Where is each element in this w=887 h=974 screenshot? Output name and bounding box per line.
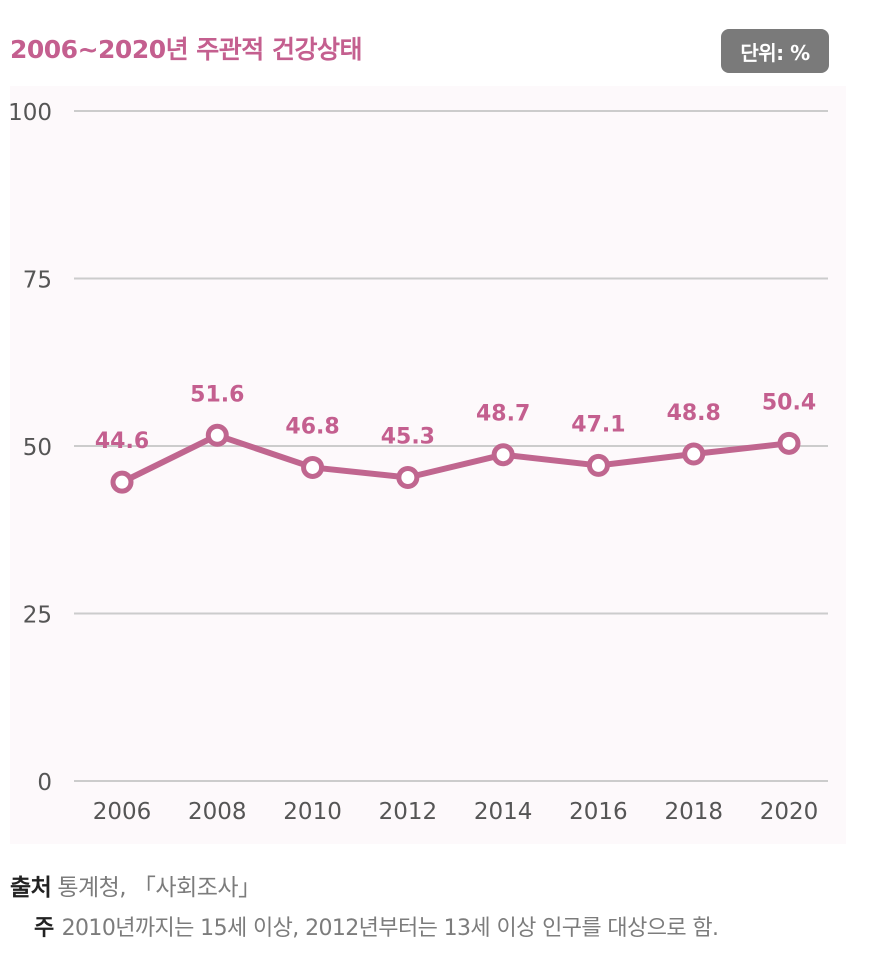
- x-tick-label: 2020: [760, 799, 819, 825]
- data-point: [682, 442, 706, 466]
- plot-area: [10, 86, 846, 844]
- data-label: 51.6: [190, 382, 244, 407]
- note-line: 주 2010년까지는 15세 이상, 2012년부터는 13세 이상 인구를 대상…: [34, 910, 719, 942]
- x-tick-label: 2010: [283, 799, 342, 825]
- data-label: 46.8: [285, 414, 339, 439]
- y-tick-label: 100: [8, 100, 52, 126]
- note-label: 주: [34, 916, 54, 941]
- note-text: 2010년까지는 15세 이상, 2012년부터는 13세 이상 인구를 대상으…: [61, 916, 719, 941]
- data-point: [301, 455, 325, 479]
- data-point: [205, 423, 229, 447]
- x-tick-label: 2016: [569, 799, 628, 825]
- data-point: [110, 470, 134, 494]
- data-label: 45.3: [381, 424, 435, 449]
- y-tick-label: 0: [37, 770, 52, 796]
- x-tick-label: 2012: [379, 799, 438, 825]
- data-point: [491, 443, 515, 467]
- x-tick-label: 2008: [188, 799, 247, 825]
- x-tick-label: 2018: [664, 799, 723, 825]
- data-label: 50.4: [762, 390, 816, 415]
- unit-badge: 단위: %: [721, 29, 829, 73]
- data-label: 47.1: [571, 412, 625, 437]
- data-point: [777, 431, 801, 455]
- x-tick-label: 2006: [93, 799, 152, 825]
- y-tick-label: 25: [23, 603, 52, 629]
- data-label: 44.6: [95, 429, 149, 454]
- series-line: [119, 432, 792, 486]
- data-point: [586, 453, 610, 477]
- source-label: 출처: [10, 875, 52, 901]
- data-point: [396, 465, 420, 489]
- source-line: 출처 통계청, 「사회조사」: [10, 868, 261, 902]
- y-tick-label: 50: [23, 435, 52, 461]
- x-tick-label: 2014: [474, 799, 533, 825]
- chart-title: 2006~2020년 주관적 건강상태: [10, 35, 363, 64]
- y-tick-label: 75: [23, 268, 52, 294]
- data-label: 48.7: [476, 402, 530, 427]
- data-label: 48.8: [667, 401, 721, 426]
- source-text: 통계청, 「사회조사」: [57, 875, 261, 901]
